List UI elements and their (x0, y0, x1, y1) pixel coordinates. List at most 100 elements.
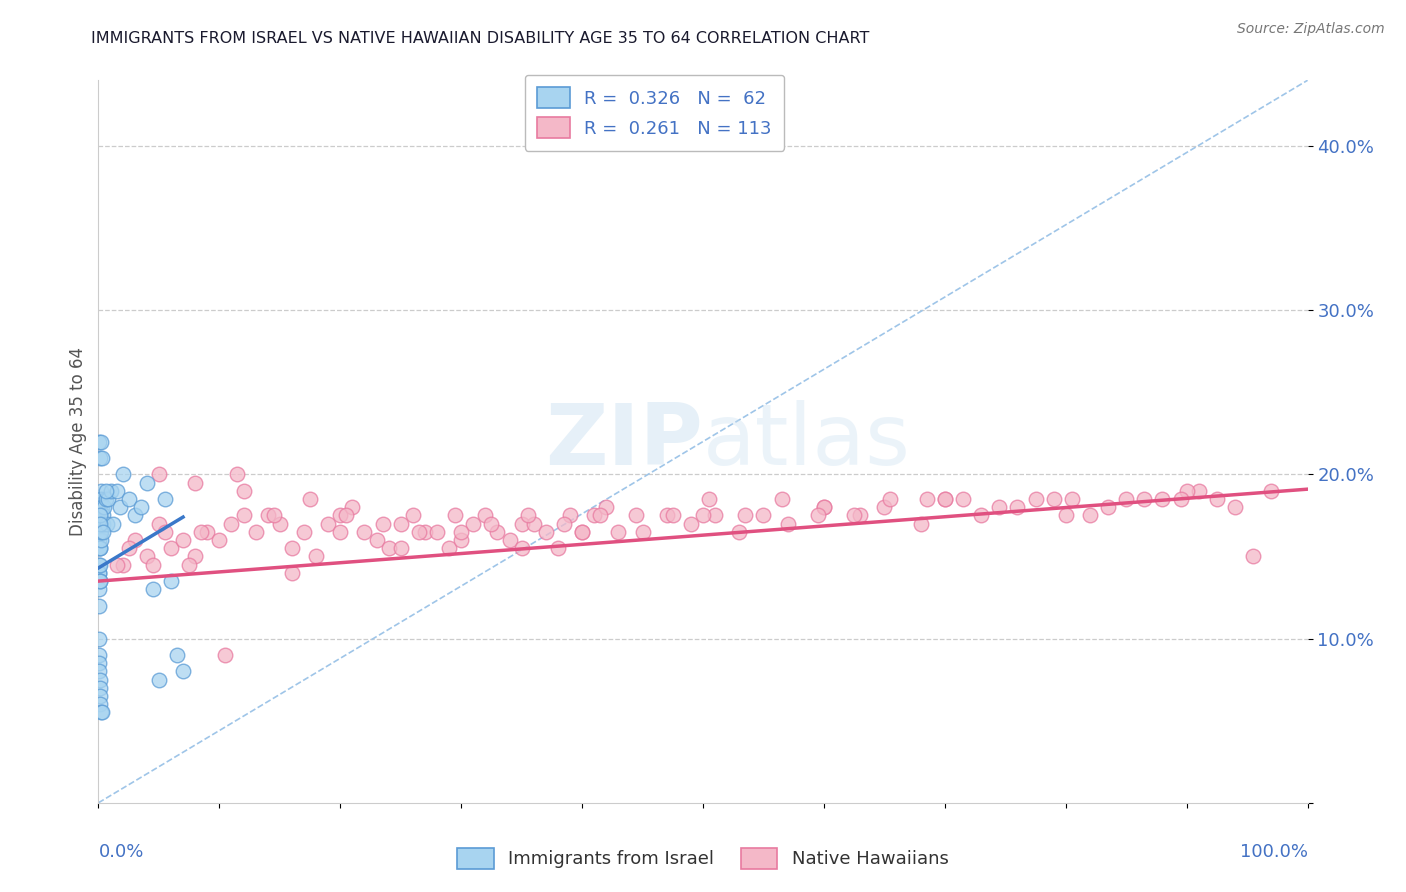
Point (89, 698, 111, 712)
Point (142, 558, 165, 572)
Point (184, 549, 207, 564)
Point (844, 508, 866, 523)
Point (129, 500, 152, 515)
Point (111, 558, 134, 572)
Point (486, 524, 509, 539)
Point (90, 434, 112, 449)
Point (589, 508, 612, 523)
Point (89, 450, 111, 465)
Point (1170, 491, 1192, 506)
Point (377, 541, 399, 556)
Point (1054, 508, 1077, 523)
Point (402, 508, 425, 523)
Point (444, 508, 467, 523)
Point (776, 516, 799, 531)
Point (389, 541, 412, 556)
Y-axis label: Disability Age 35 to 64: Disability Age 35 to 64 (69, 347, 87, 536)
Text: 100.0%: 100.0% (1240, 843, 1308, 861)
Point (94, 491, 117, 506)
Point (148, 673, 170, 687)
Point (679, 516, 702, 531)
Point (934, 491, 956, 506)
Point (232, 483, 254, 498)
Point (148, 467, 170, 482)
Point (534, 524, 557, 539)
Legend: R =  0.326   N =  62, R =  0.261   N = 113: R = 0.326 N = 62, R = 0.261 N = 113 (524, 75, 785, 151)
Point (89, 508, 111, 523)
Point (510, 541, 533, 556)
Point (124, 533, 146, 547)
Point (873, 500, 896, 515)
Point (366, 533, 388, 547)
Point (108, 500, 131, 515)
Point (1024, 491, 1046, 506)
Point (281, 566, 304, 580)
Point (208, 533, 231, 547)
Point (952, 491, 974, 506)
Point (100, 483, 122, 498)
Point (89, 524, 111, 539)
Point (661, 508, 683, 523)
Point (299, 491, 322, 506)
Point (269, 516, 291, 531)
Point (1133, 491, 1156, 506)
Point (135, 549, 157, 564)
Text: IMMIGRANTS FROM ISRAEL VS NATIVE HAWAIIAN DISABILITY AGE 35 TO 64 CORRELATION CH: IMMIGRANTS FROM ISRAEL VS NATIVE HAWAIIA… (91, 31, 870, 46)
Point (607, 524, 630, 539)
Point (89, 681, 111, 695)
Point (813, 500, 835, 515)
Point (353, 524, 375, 539)
Point (463, 516, 485, 531)
Point (89, 508, 111, 523)
Text: ZIP: ZIP (546, 400, 703, 483)
Point (595, 500, 617, 515)
Point (91, 500, 114, 515)
Point (214, 648, 236, 662)
Point (692, 508, 714, 523)
Point (87, 533, 110, 547)
Point (89, 500, 111, 515)
Point (91, 516, 114, 531)
Point (329, 524, 352, 539)
Point (256, 508, 278, 523)
Point (90, 706, 112, 720)
Point (1115, 491, 1137, 506)
Point (89, 524, 111, 539)
Point (89, 665, 111, 679)
Point (523, 516, 546, 531)
Point (118, 491, 141, 506)
Point (988, 500, 1011, 515)
Point (94, 483, 117, 498)
Point (813, 500, 835, 515)
Point (172, 533, 194, 547)
Point (89, 500, 111, 515)
Point (89, 689, 111, 703)
Point (91, 508, 114, 523)
Point (89, 648, 111, 662)
Point (226, 467, 249, 482)
Point (915, 491, 938, 506)
Point (93, 500, 115, 515)
Point (96, 516, 118, 531)
Point (97, 491, 120, 506)
Point (728, 524, 751, 539)
Point (101, 516, 124, 531)
Point (408, 524, 430, 539)
Point (316, 516, 339, 531)
Point (1097, 500, 1119, 515)
Point (135, 475, 157, 490)
Point (148, 516, 170, 531)
Point (89, 574, 111, 588)
Point (87, 566, 110, 580)
Point (91, 524, 114, 539)
Point (89, 574, 111, 588)
Point (263, 508, 285, 523)
Point (1007, 500, 1029, 515)
Point (752, 508, 775, 523)
Point (89, 516, 111, 531)
Point (90, 524, 112, 539)
Point (89, 541, 111, 556)
Point (510, 516, 533, 531)
Point (89, 558, 111, 572)
Text: atlas: atlas (703, 400, 911, 483)
